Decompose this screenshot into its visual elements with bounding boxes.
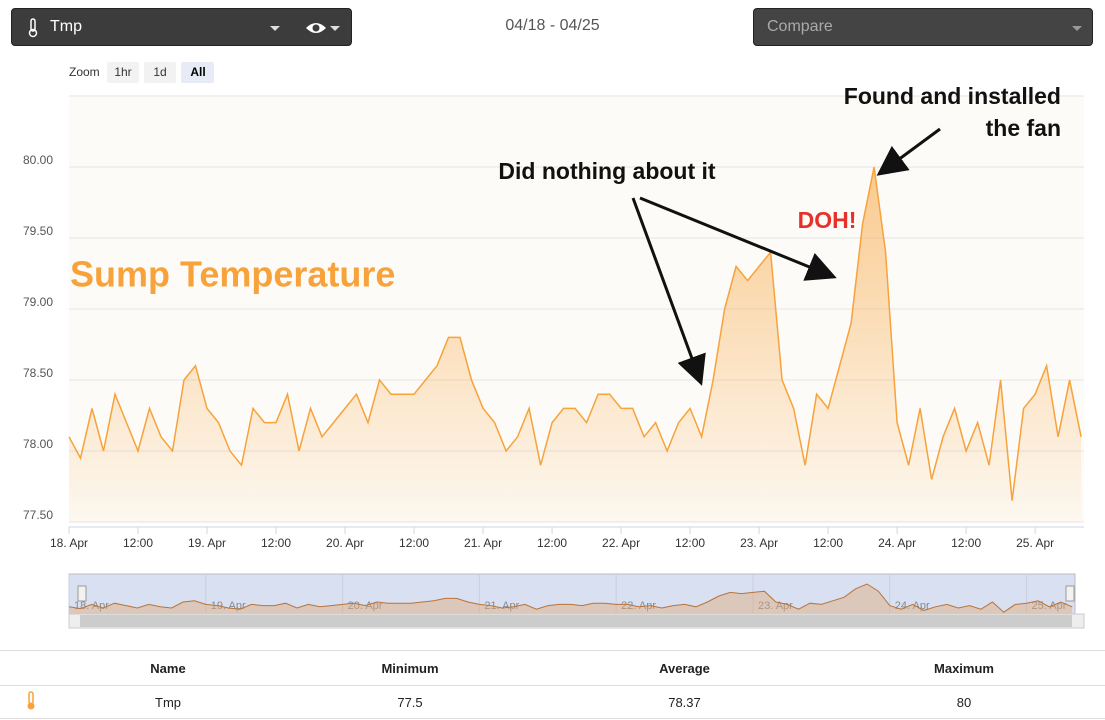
navigator-tick-label: 21. Apr (484, 600, 519, 612)
navigator-tick-label: 22. Apr (621, 600, 656, 612)
compare-placeholder: Compare (767, 18, 833, 35)
x-tick-label: 21. Apr (464, 536, 502, 550)
y-tick-label: 80.00 (23, 153, 53, 167)
navigator-line (68, 583, 1073, 613)
date-range: 04/18 - 04/25 (505, 17, 600, 34)
zoom-button[interactable] (181, 62, 214, 83)
caret (330, 26, 340, 31)
data-row: Tmp 77.5 78.37 80 (0, 685, 1105, 719)
x-tick-label: 12:00 (951, 536, 981, 550)
y-tick-label: 78.50 (23, 366, 53, 380)
compare-select[interactable]: Compare (753, 8, 1093, 46)
zoom-button-label[interactable]: All (190, 65, 205, 79)
zoom-button[interactable] (144, 62, 176, 83)
scrollbar-thumb (80, 615, 1072, 627)
annotation: Found and installed (844, 83, 1061, 109)
x-tick-label: 22. Apr (602, 536, 640, 550)
navigator-handle[interactable] (77, 585, 87, 602)
column-header: Minimum (274, 650, 546, 686)
x-tick-label: 12:00 (399, 536, 429, 550)
x-tick-label: 12:00 (537, 536, 567, 550)
annotation: the fan (986, 115, 1061, 141)
column-header: Name (62, 650, 274, 686)
navigator-tick-label: 23. Apr (758, 600, 793, 612)
cell: 80 (823, 685, 1105, 719)
x-tick-label: 25. Apr (1016, 536, 1054, 550)
zoom-button[interactable] (107, 62, 139, 83)
x-tick-label: 12:00 (261, 536, 291, 550)
caret (1072, 26, 1082, 31)
thermometer-icon (28, 18, 38, 38)
eye-icon[interactable] (305, 21, 327, 35)
cell: 78.37 (546, 685, 823, 719)
zoom-button-label[interactable]: 1d (153, 65, 166, 79)
zoom-button-label[interactable]: 1hr (114, 65, 131, 79)
annotation: Did nothing about it (498, 158, 716, 184)
y-tick-label: 79.50 (23, 224, 53, 238)
thermometer-icon (27, 690, 35, 709)
y-tick-label: 79.00 (23, 295, 53, 309)
x-tick-label: 12:00 (675, 536, 705, 550)
x-tick-label: 18. Apr (50, 536, 88, 550)
stats-table: Name Minimum Average Maximum Tmp 77.5 78… (0, 650, 1105, 719)
column-header: Average (546, 650, 823, 686)
chart-title: Sump Temperature (70, 254, 395, 295)
annotation: DOH! (798, 207, 857, 233)
x-tick-label: 23. Apr (740, 536, 778, 550)
cell: 77.5 (274, 685, 546, 719)
icon-col (0, 650, 62, 686)
navigator-handle[interactable] (1065, 585, 1075, 602)
x-tick-label: 12:00 (123, 536, 153, 550)
y-tick-label: 78.00 (23, 437, 53, 451)
sensor-select[interactable]: Tmp (11, 8, 352, 46)
navigator-tick-label: 18. Apr (74, 600, 109, 612)
y-tick-label: 77.50 (23, 508, 53, 522)
column-header: Maximum (823, 650, 1105, 686)
zoom-label: Zoom (69, 65, 100, 79)
x-tick-label: 24. Apr (878, 536, 916, 550)
x-tick-label: 19. Apr (188, 536, 226, 550)
icon-cell (0, 685, 62, 719)
arrow (876, 127, 941, 176)
caret (270, 26, 280, 31)
x-tick-label: 20. Apr (326, 536, 364, 550)
navigator-area (69, 584, 1073, 614)
arrow (631, 197, 706, 386)
sensor-name: Tmp (50, 18, 82, 35)
cell: Tmp (62, 685, 274, 719)
chart: Zoom 1hr 1d All 77.50 78.00 78.50 79.00 79.5… (23, 62, 1085, 629)
arrow (639, 196, 837, 281)
line (68, 166, 1082, 501)
header-row: Name Minimum Average Maximum (0, 650, 1105, 686)
x-tick-label: 12:00 (813, 536, 843, 550)
area (69, 167, 1082, 522)
